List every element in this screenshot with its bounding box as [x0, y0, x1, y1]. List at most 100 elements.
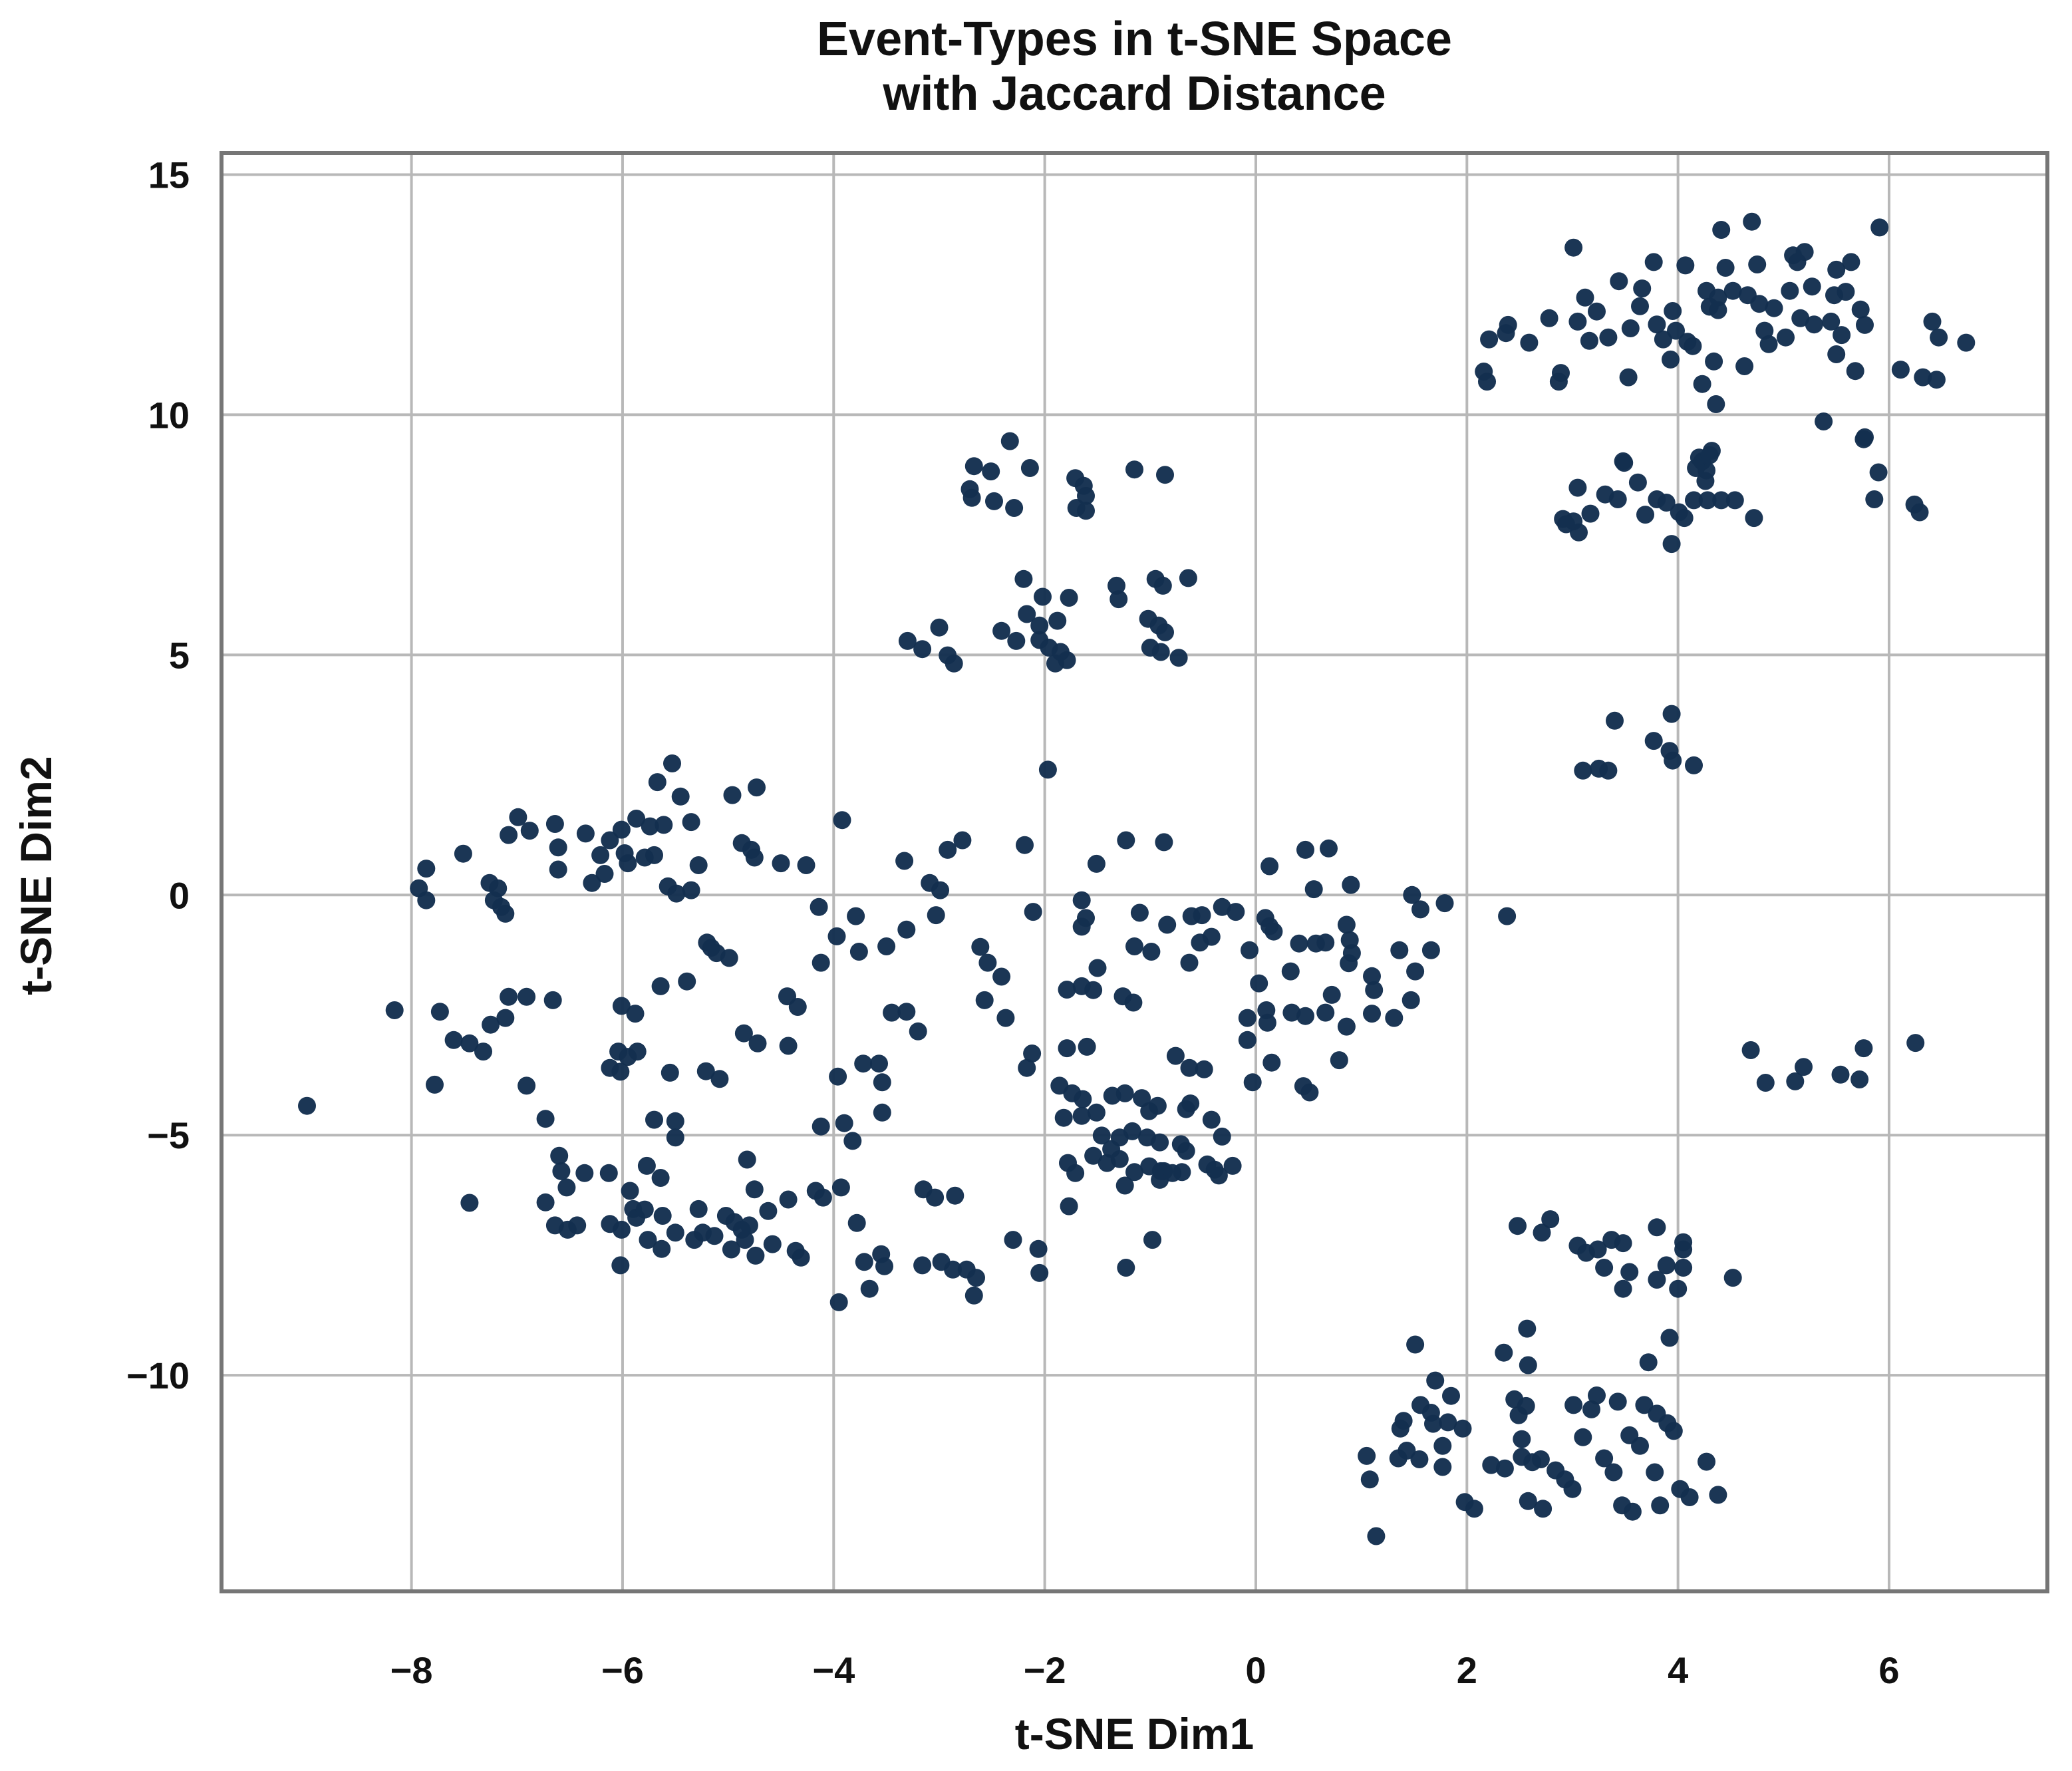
- data-point: [637, 1156, 656, 1175]
- data-point: [549, 860, 567, 879]
- data-point: [1034, 587, 1052, 606]
- data-point: [1433, 1458, 1452, 1476]
- data-point: [666, 1128, 684, 1147]
- data-point: [1564, 1396, 1583, 1414]
- data-point: [1322, 985, 1341, 1004]
- data-point: [1296, 1007, 1314, 1025]
- data-point: [1453, 1419, 1472, 1438]
- data-point: [1005, 499, 1024, 517]
- data-point: [1837, 283, 1855, 301]
- data-point: [1891, 361, 1910, 379]
- data-point: [1606, 711, 1624, 730]
- data-point: [812, 1117, 830, 1136]
- data-point: [666, 1112, 684, 1130]
- data-point: [930, 618, 949, 637]
- data-point: [417, 860, 436, 878]
- x-tick-label: −2: [1024, 1649, 1066, 1691]
- data-point: [1698, 491, 1717, 510]
- data-point: [927, 906, 945, 925]
- data-point: [612, 997, 631, 1015]
- data-point: [552, 1162, 571, 1180]
- data-point: [1300, 1083, 1319, 1102]
- data-point: [1628, 473, 1647, 492]
- data-point: [460, 1194, 479, 1212]
- data-point: [1581, 504, 1600, 523]
- data-point: [1781, 281, 1799, 300]
- data-point: [1639, 1353, 1658, 1372]
- data-point: [835, 1114, 853, 1132]
- data-point: [655, 816, 673, 834]
- data-point: [385, 1001, 404, 1019]
- data-point: [1180, 953, 1199, 972]
- data-point: [1087, 854, 1106, 873]
- data-point: [1805, 315, 1823, 334]
- data-point: [626, 1005, 645, 1023]
- data-point: [1304, 880, 1323, 899]
- data-point: [1676, 256, 1695, 275]
- data-point: [1238, 1031, 1257, 1049]
- data-point: [696, 1062, 715, 1080]
- data-point: [1078, 1037, 1096, 1056]
- data-point: [1084, 981, 1103, 999]
- data-point: [1363, 967, 1381, 985]
- data-point: [1685, 491, 1703, 510]
- data-point: [1153, 576, 1172, 595]
- data-point: [931, 881, 949, 899]
- data-point: [1316, 933, 1335, 952]
- data-point: [1117, 831, 1135, 850]
- data-point: [1675, 509, 1694, 528]
- data-point: [1664, 751, 1682, 770]
- data-point: [1827, 260, 1846, 279]
- data-point: [833, 811, 851, 830]
- x-tick-label: 4: [1668, 1649, 1688, 1691]
- data-point: [1595, 1449, 1614, 1468]
- data-point: [1534, 1500, 1553, 1518]
- data-point: [1646, 1463, 1664, 1482]
- data-point: [1588, 302, 1606, 321]
- data-point: [1389, 1449, 1407, 1468]
- data-point: [1072, 1106, 1091, 1125]
- data-point: [745, 848, 764, 867]
- data-point: [1654, 330, 1672, 349]
- data-point: [1604, 1463, 1623, 1482]
- data-point: [417, 891, 436, 909]
- data-point: [1367, 1527, 1386, 1545]
- data-point: [1927, 371, 1946, 389]
- data-point: [1595, 1259, 1614, 1277]
- data-point: [854, 1054, 873, 1073]
- chart-title-line1: Event-Types in t-SNE Space: [817, 13, 1452, 66]
- data-point: [1520, 333, 1539, 352]
- data-point: [444, 1031, 463, 1049]
- data-point: [1475, 363, 1493, 381]
- data-point: [1000, 432, 1019, 450]
- data-point: [1223, 1156, 1242, 1175]
- data-point: [1433, 1436, 1452, 1455]
- data-point: [591, 846, 610, 864]
- data-point: [1342, 876, 1360, 894]
- data-point: [628, 1043, 647, 1061]
- data-point: [1657, 1256, 1676, 1275]
- data-point: [873, 1103, 891, 1122]
- data-point: [1615, 454, 1634, 472]
- x-tick-label: 6: [1878, 1649, 1899, 1691]
- data-point: [883, 1003, 901, 1022]
- data-point: [474, 1043, 492, 1061]
- data-point: [1213, 897, 1231, 916]
- chart-title-line2: with Jaccard Distance: [883, 67, 1386, 120]
- data-point: [611, 1062, 630, 1081]
- data-point: [1004, 1231, 1022, 1249]
- data-point: [1282, 1003, 1301, 1022]
- data-point: [1870, 218, 1889, 237]
- data-point: [978, 953, 997, 972]
- data-point: [1660, 1329, 1679, 1347]
- data-point: [1709, 1486, 1727, 1504]
- data-point: [1519, 1356, 1537, 1374]
- data-point: [810, 897, 828, 916]
- y-tick-label: −5: [147, 1114, 190, 1156]
- data-point: [641, 817, 659, 836]
- y-tick-label: −10: [126, 1355, 190, 1396]
- data-point: [1735, 357, 1754, 375]
- data-point: [1664, 302, 1682, 320]
- data-point: [1518, 1319, 1537, 1338]
- data-point: [1024, 903, 1042, 921]
